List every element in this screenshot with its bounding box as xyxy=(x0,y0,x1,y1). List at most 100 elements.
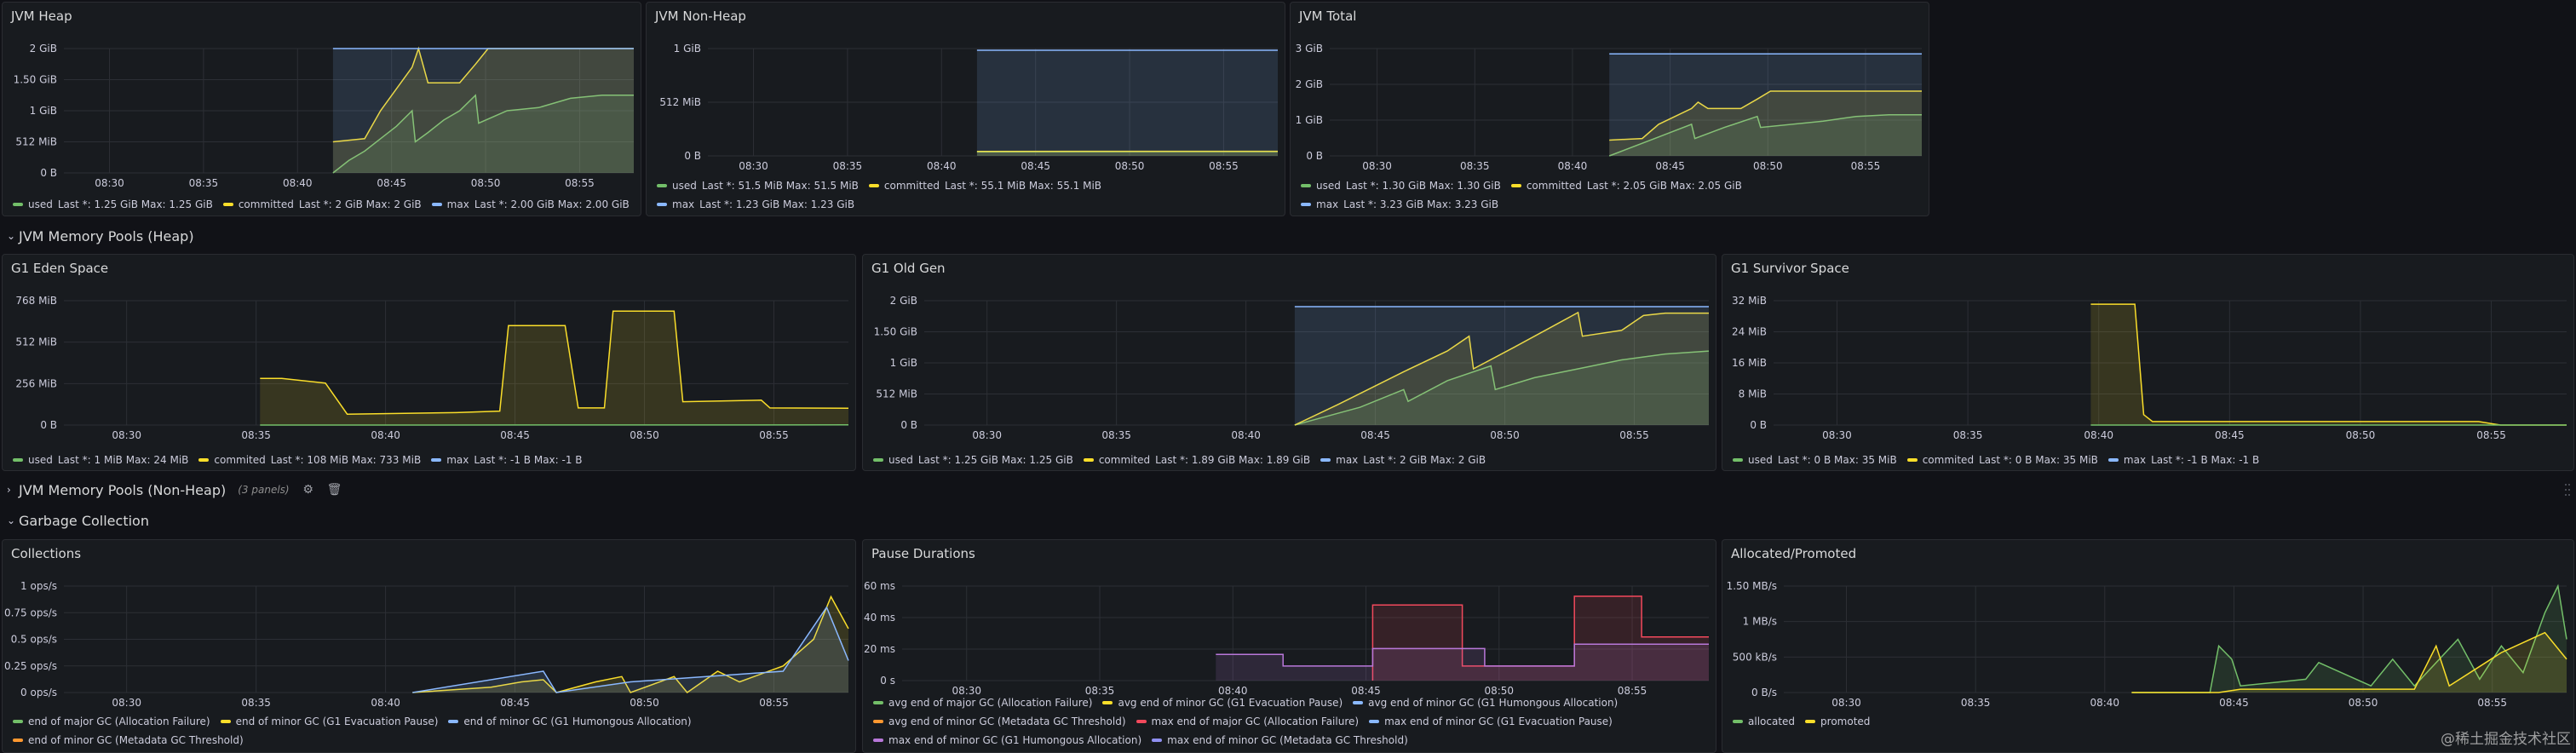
panel-title[interactable]: G1 Survivor Space xyxy=(1731,261,1849,276)
chart-canvas[interactable]: 768 MiB 512 MiB 256 MiB 0 B 08:30 08:35 08:40 0… xyxy=(3,255,856,471)
legend-item[interactable]: commited Last *: 1.89 GiB Max: 1.89 GiB xyxy=(1083,454,1310,466)
legend-item[interactable]: max Last *: 2.00 GiB Max: 2.00 GiB xyxy=(431,198,630,210)
panel-title[interactable]: Collections xyxy=(11,546,82,561)
legend-item[interactable]: end of minor GC (Metadata GC Threshold) xyxy=(13,734,244,746)
legend: max Last *: 3.23 GiB Max: 3.23 GiB xyxy=(1301,198,1509,210)
panel-title[interactable]: G1 Old Gen xyxy=(871,261,946,276)
chart-canvas[interactable]: 1 ops/s 0.75 ops/s 0.5 ops/s 0.25 ops/s 0 op… xyxy=(3,540,856,753)
panel-jvm-heap[interactable]: JVM Heap 2 GiB 1.50 GiB 1 GiB 512 MiB 0 B 08:… xyxy=(2,2,641,216)
legend-item[interactable]: max Last *: 1.23 GiB Max: 1.23 GiB xyxy=(657,198,854,210)
series-line[interactable] xyxy=(412,606,849,693)
legend-item[interactable]: avg end of minor GC (G1 Humongous Alloca… xyxy=(1353,697,1618,709)
panel-title[interactable]: G1 Eden Space xyxy=(11,261,109,276)
legend-item[interactable]: used Last *: 1 MiB Max: 24 MiB xyxy=(13,454,188,466)
legend-item[interactable]: max Last *: 3.23 GiB Max: 3.23 GiB xyxy=(1301,198,1498,210)
row-jvm-memory-pools-non-heap[interactable]: › JVM Memory Pools (Non-Heap) (3 panels)… xyxy=(7,478,342,502)
legend-item[interactable]: max end of minor GC (G1 Evacuation Pause… xyxy=(1369,716,1613,727)
gear-icon[interactable]: ⚙ xyxy=(302,483,313,497)
series-line[interactable] xyxy=(332,94,634,174)
legend-item[interactable]: promoted xyxy=(1805,716,1870,727)
legend-item[interactable]: end of minor GC (G1 Evacuation Pause) xyxy=(220,716,438,727)
legend-item[interactable]: committed Last *: 2.05 GiB Max: 2.05 GiB xyxy=(1510,180,1742,192)
legend-item[interactable]: committed Last *: 2 GiB Max: 2 GiB xyxy=(222,198,422,210)
x-tick-label: 08:40 xyxy=(1231,429,1261,441)
legend-label: committed xyxy=(1526,180,1582,192)
legend-stats: Last *: 2.00 GiB Max: 2.00 GiB xyxy=(474,198,630,210)
chevron-right-icon[interactable]: › xyxy=(7,484,11,496)
row-title[interactable]: Garbage Collection xyxy=(19,512,149,529)
panel-title[interactable]: JVM Total xyxy=(1299,9,1357,24)
series-line[interactable] xyxy=(1608,114,1922,157)
drag-handle-icon[interactable] xyxy=(2564,482,2571,497)
row-panel-count: (3 panels) xyxy=(238,484,290,496)
panel-pause-durations[interactable]: Pause Durations 60 ms 40 ms 20 ms 0 s 08:30 0… xyxy=(862,539,1716,753)
legend-item[interactable]: max end of minor GC (Metadata GC Thresho… xyxy=(1152,734,1408,746)
legend-swatch xyxy=(1152,738,1163,742)
panel-collections[interactable]: Collections 1 ops/s 0.75 ops/s 0.5 ops/s 0.… xyxy=(2,539,856,753)
series-line[interactable] xyxy=(2131,583,2567,693)
panel-jvm-non-heap[interactable]: JVM Non-Heap 1 GiB 512 MiB 0 B 08:30 08:35 08… xyxy=(646,2,1285,216)
legend-item[interactable]: commited Last *: 108 MiB Max: 733 MiB xyxy=(198,454,421,466)
x-tick-label: 08:55 xyxy=(759,429,789,441)
chart-canvas[interactable]: 1.50 MB/s 1 MB/s 500 kB/s 0 B/s 08:30 08:35 08… xyxy=(1722,540,2574,753)
legend-item[interactable]: avg end of major GC (Allocation Failure) xyxy=(873,697,1092,709)
series-line[interactable] xyxy=(2131,631,2567,693)
chart-canvas[interactable]: 2 GiB 1.50 GiB 1 GiB 512 MiB 0 B 08:30 08:35 08… xyxy=(863,255,1716,471)
panel-title[interactable]: Pause Durations xyxy=(871,546,975,561)
panel-g1-survivor-space[interactable]: G1 Survivor Space 32 MiB 24 MiB 16 MiB 8 Mi… xyxy=(1722,254,2574,471)
x-tick-label: 08:35 xyxy=(241,429,271,441)
legend-item[interactable]: committed Last *: 55.1 MiB Max: 55.1 MiB xyxy=(868,180,1101,192)
legend-item[interactable]: avg end of minor GC (Metadata GC Thresho… xyxy=(873,716,1126,727)
series-line[interactable] xyxy=(412,595,849,694)
row-title[interactable]: JVM Memory Pools (Non-Heap) xyxy=(19,481,227,498)
legend-item[interactable]: used Last *: 51.5 MiB Max: 51.5 MiB xyxy=(657,180,859,192)
series-line[interactable] xyxy=(260,310,849,415)
legend-item[interactable]: used Last *: 1.25 GiB Max: 1.25 GiB xyxy=(13,198,213,210)
legend-item[interactable]: allocated xyxy=(1733,716,1795,727)
legend-item[interactable]: used Last *: 0 B Max: 35 MiB xyxy=(1733,454,1897,466)
panel-title[interactable]: JVM Non-Heap xyxy=(655,9,746,24)
chevron-down-icon[interactable]: ⌄ xyxy=(7,230,16,242)
legend-item[interactable]: max Last *: 2 GiB Max: 2 GiB xyxy=(1320,454,1486,466)
legend-item[interactable]: end of minor GC (G1 Humongous Allocation… xyxy=(448,716,692,727)
legend-item[interactable]: avg end of minor GC (G1 Evacuation Pause… xyxy=(1102,697,1343,709)
legend: used Last *: 1.25 GiB Max: 1.25 GiB commit… xyxy=(13,198,640,210)
chart-canvas[interactable]: 32 MiB 24 MiB 16 MiB 8 MiB 0 B 08:30 08:35 08:4… xyxy=(1722,255,2574,471)
panel-title[interactable]: Allocated/Promoted xyxy=(1731,546,1857,561)
chart-canvas[interactable]: 1 GiB 512 MiB 0 B 08:30 08:35 08:40 08:45 08:50… xyxy=(647,3,1285,216)
series-line[interactable] xyxy=(1294,350,1710,426)
row-garbage-collection[interactable]: ⌄ Garbage Collection xyxy=(7,509,149,532)
chart-canvas[interactable]: 3 GiB 2 GiB 1 GiB 0 B 08:30 08:35 08:40 08:45 08… xyxy=(1291,3,1929,216)
legend-item[interactable]: max Last *: -1 B Max: -1 B xyxy=(431,454,583,466)
series-line[interactable] xyxy=(2090,303,2567,426)
legend: avg end of minor GC (Metadata GC Thresho… xyxy=(873,716,1623,727)
legend-item[interactable]: max Last *: -1 B Max: -1 B xyxy=(2107,454,2259,466)
x-tick-label: 08:55 xyxy=(565,177,595,189)
legend-item[interactable]: used Last *: 1.25 GiB Max: 1.25 GiB xyxy=(873,454,1073,466)
legend-stats: Last *: 51.5 MiB Max: 51.5 MiB xyxy=(701,180,859,192)
legend-item[interactable]: commited Last *: 0 B Max: 35 MiB xyxy=(1906,454,2098,466)
panel-title[interactable]: JVM Heap xyxy=(11,9,72,24)
legend-item[interactable]: end of major GC (Allocation Failure) xyxy=(13,716,210,727)
panel-jvm-total[interactable]: JVM Total 3 GiB 2 GiB 1 GiB 0 B 08:30 08:35 08… xyxy=(1290,2,1929,216)
legend-item[interactable]: used Last *: 1.30 GiB Max: 1.30 GiB xyxy=(1301,180,1501,192)
y-tick-label: 1.50 GiB xyxy=(874,326,917,338)
chart-canvas[interactable]: 2 GiB 1.50 GiB 1 GiB 512 MiB 0 B 08:30 08:35 08… xyxy=(3,3,641,216)
x-tick-label: 08:50 xyxy=(630,697,659,709)
chevron-down-icon[interactable]: ⌄ xyxy=(7,514,16,526)
row-title[interactable]: JVM Memory Pools (Heap) xyxy=(19,227,194,244)
series-line[interactable] xyxy=(1609,90,1922,141)
trash-icon[interactable]: 🗑 xyxy=(326,483,342,497)
y-tick-label: 2 GiB xyxy=(30,43,57,55)
series-line[interactable] xyxy=(1216,643,1709,667)
panel-g1-eden-space[interactable]: G1 Eden Space 768 MiB 512 MiB 256 MiB 0 B 08… xyxy=(2,254,856,471)
panel-g1-old-gen[interactable]: G1 Old Gen 2 GiB 1.50 GiB 1 GiB 512 MiB 0 B 0… xyxy=(862,254,1716,471)
panel-allocated-promoted[interactable]: Allocated/Promoted 1.50 MB/s 1 MB/s 500 kB… xyxy=(1722,539,2574,753)
legend-item[interactable]: max end of minor GC (G1 Humongous Alloca… xyxy=(873,734,1141,746)
legend-item[interactable]: max end of major GC (Allocation Failure) xyxy=(1136,716,1359,727)
series-line[interactable] xyxy=(1294,311,1709,426)
x-tick-label: 08:35 xyxy=(833,160,863,172)
series-line[interactable] xyxy=(332,46,634,143)
row-jvm-memory-pools-heap[interactable]: ⌄ JVM Memory Pools (Heap) xyxy=(7,224,194,248)
chart-canvas[interactable]: 60 ms 40 ms 20 ms 0 s 08:30 08:35 08:40 08:45 08… xyxy=(863,540,1716,753)
